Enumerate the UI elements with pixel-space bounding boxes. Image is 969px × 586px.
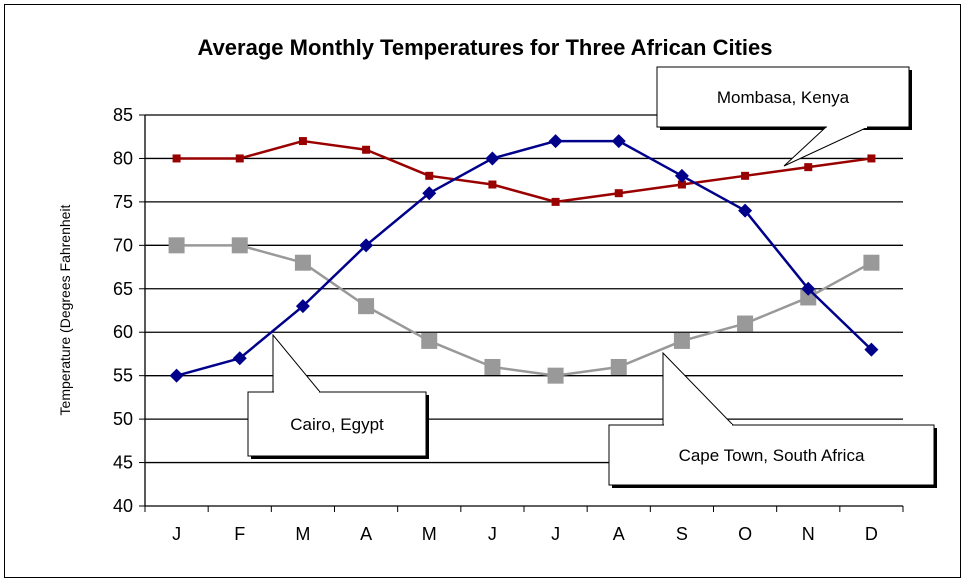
data-point xyxy=(362,145,371,154)
data-point xyxy=(804,163,813,172)
data-point xyxy=(863,254,880,271)
y-tick-label: 45 xyxy=(113,453,133,473)
x-tick-label: J xyxy=(172,524,181,544)
callout-box xyxy=(608,424,935,486)
callout-1: Cairo, Egypt xyxy=(247,333,429,459)
callout-pointer xyxy=(272,333,322,393)
x-tick-label: F xyxy=(234,524,245,544)
y-tick-label: 85 xyxy=(113,105,133,125)
callout-box xyxy=(247,391,427,457)
x-tick-label: S xyxy=(676,524,688,544)
chart-title: Average Monthly Temperatures for Three A… xyxy=(198,35,773,60)
data-point xyxy=(548,134,563,149)
callout-0: Mombasa, Kenya xyxy=(656,66,912,167)
data-point xyxy=(673,332,690,349)
x-tick-label: J xyxy=(488,524,497,544)
data-point xyxy=(235,154,244,163)
x-tick-label: M xyxy=(295,524,310,544)
data-point xyxy=(358,298,375,315)
y-tick-label: 40 xyxy=(113,496,133,516)
data-point xyxy=(488,180,497,189)
data-point xyxy=(801,281,816,296)
x-tick-label: M xyxy=(422,524,437,544)
series-line xyxy=(176,244,873,377)
data-point xyxy=(610,358,627,375)
data-point xyxy=(611,134,626,149)
data-point xyxy=(168,237,185,254)
callout-box xyxy=(656,66,910,128)
data-point xyxy=(421,332,438,349)
x-tick-label: A xyxy=(613,524,625,544)
data-point xyxy=(674,168,689,183)
y-tick-label: 60 xyxy=(113,322,133,342)
callout-label: Cape Town, South Africa xyxy=(679,446,865,465)
data-point xyxy=(547,367,564,384)
data-point xyxy=(551,197,560,206)
data-point xyxy=(169,368,184,383)
y-tick-label: 65 xyxy=(113,279,133,299)
data-point xyxy=(737,315,754,332)
callout-label: Mombasa, Kenya xyxy=(717,88,850,107)
callout-label: Cairo, Egypt xyxy=(290,415,384,434)
y-tick-label: 50 xyxy=(113,409,133,429)
data-point xyxy=(864,342,879,357)
series-2 xyxy=(168,237,880,384)
series-line xyxy=(176,139,872,204)
data-point xyxy=(485,151,500,166)
data-point xyxy=(298,137,307,146)
data-point xyxy=(867,154,876,163)
data-point xyxy=(425,171,434,180)
data-point xyxy=(231,237,248,254)
data-point xyxy=(294,254,311,271)
data-point xyxy=(738,203,753,218)
callout-pointer xyxy=(662,351,735,426)
callout-2: Cape Town, South Africa xyxy=(608,351,937,488)
data-point xyxy=(614,189,623,198)
x-tick-label: J xyxy=(551,524,560,544)
y-tick-label: 75 xyxy=(113,192,133,212)
x-tick-label: O xyxy=(738,524,752,544)
series-line xyxy=(176,139,873,377)
data-point xyxy=(359,238,374,253)
y-axis-label: Temperature (Degrees Fahrenheit xyxy=(57,204,73,415)
data-point xyxy=(232,351,247,366)
data-point xyxy=(484,358,501,375)
data-point xyxy=(172,154,181,163)
data-point xyxy=(295,299,310,314)
y-tick-label: 55 xyxy=(113,366,133,386)
y-tick-label: 80 xyxy=(113,148,133,168)
x-tick-label: N xyxy=(802,524,815,544)
data-point xyxy=(677,180,686,189)
x-tick-label: D xyxy=(865,524,878,544)
data-point xyxy=(741,171,750,180)
data-point xyxy=(422,186,437,201)
y-tick-label: 70 xyxy=(113,235,133,255)
x-tick-label: A xyxy=(360,524,372,544)
series-1 xyxy=(169,134,879,383)
series-0 xyxy=(172,137,876,206)
